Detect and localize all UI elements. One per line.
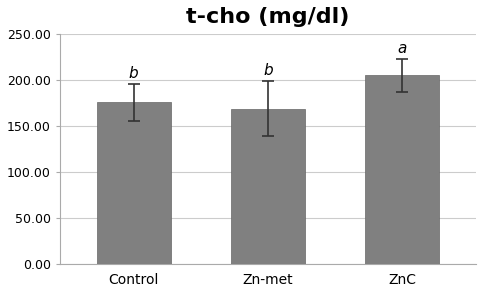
- Title: t-cho (mg/dl): t-cho (mg/dl): [186, 7, 350, 27]
- Text: b: b: [129, 66, 139, 81]
- Bar: [231, 108, 305, 264]
- Bar: [97, 102, 170, 264]
- Bar: [365, 76, 439, 264]
- Text: b: b: [263, 63, 273, 78]
- Text: a: a: [398, 41, 407, 56]
